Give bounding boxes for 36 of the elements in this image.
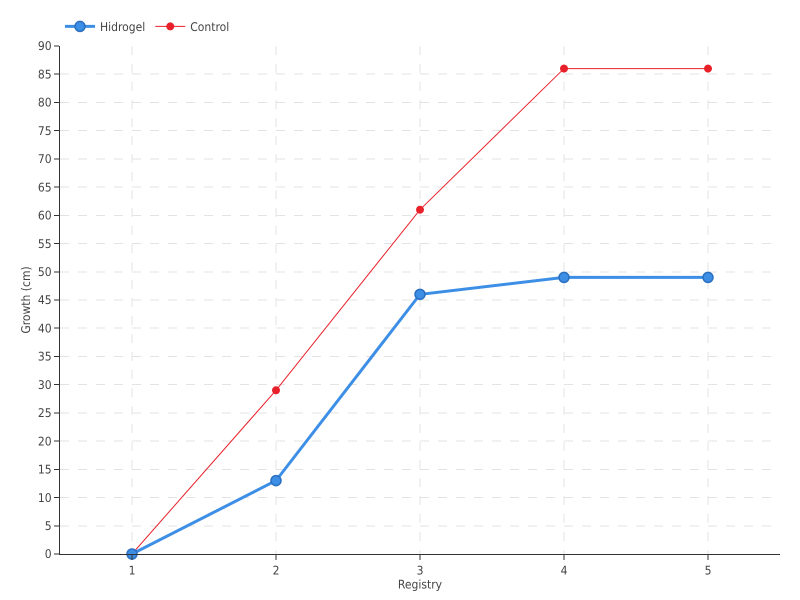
- y-tick-label: 30: [38, 378, 52, 392]
- point: [270, 474, 282, 486]
- x-axis-title: Registry: [398, 577, 443, 592]
- y-tick-label: 5: [44, 518, 52, 533]
- point: [414, 288, 426, 300]
- y-tick-label: 90: [38, 39, 52, 54]
- y-tick-label: 80: [38, 96, 52, 110]
- x-tick-label: 3: [416, 563, 424, 578]
- y-tick-label: 85: [38, 67, 52, 82]
- x-tick-label: 1: [128, 563, 136, 578]
- y-tick-label: 55: [38, 236, 52, 251]
- y-tick-label: 65: [38, 180, 52, 194]
- point: [560, 64, 568, 73]
- y-tick-label: 70: [38, 152, 52, 166]
- y-tick-label: 0: [44, 547, 52, 562]
- y-tick-label: 75: [38, 124, 52, 138]
- point: [272, 386, 280, 394]
- point: [702, 272, 714, 284]
- y-tick-label: 20: [38, 434, 52, 448]
- y-tick-label: 35: [38, 350, 52, 364]
- y-tick-label: 45: [38, 293, 52, 308]
- y-tick-label: 25: [38, 406, 52, 420]
- y-tick-label: 15: [38, 462, 52, 477]
- legend-label: Control: [190, 20, 230, 34]
- y-tick-label: 40: [38, 321, 52, 336]
- y-axis-title: Growth (cm): [19, 266, 34, 334]
- y-tick-label: 60: [38, 208, 52, 223]
- legend-label: Hidrogel: [100, 20, 146, 34]
- x-tick-label: 2: [272, 563, 280, 578]
- y-tick-label: 50: [38, 264, 52, 279]
- point: [558, 272, 570, 284]
- point: [416, 206, 424, 214]
- x-tick-label: 5: [704, 563, 712, 578]
- x-tick-label: 4: [560, 563, 568, 578]
- y-tick-label: 10: [38, 490, 52, 505]
- point: [704, 64, 712, 73]
